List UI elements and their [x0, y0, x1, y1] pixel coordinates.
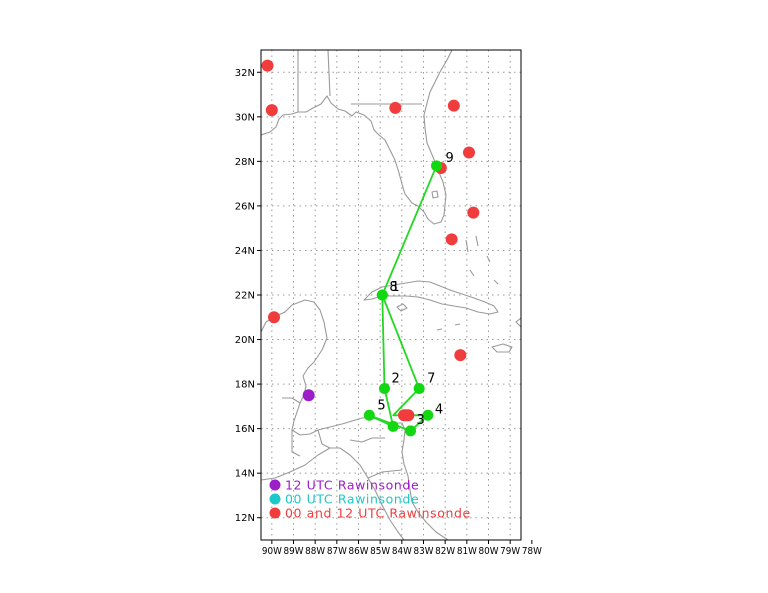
lon-tick-label: 87W [327, 546, 347, 557]
flight-fix-label: 9 [446, 151, 454, 166]
lon-tick-label: 78W [522, 546, 542, 557]
lon-tick-label: 83W [414, 546, 434, 557]
lon-tick-label: 81W [457, 546, 477, 557]
rawinsonde-00-12-marker [261, 59, 274, 72]
lat-tick-label: 24N [235, 246, 255, 257]
lon-tick-label: 86W [349, 546, 369, 557]
lat-tick-label: 30N [235, 112, 255, 123]
lon-tick-label: 88W [305, 546, 325, 557]
rawinsonde-00-12-marker [402, 409, 415, 422]
rawinsonde-00-12-marker [454, 349, 467, 362]
rawinsonde-00-12-marker [389, 101, 402, 114]
hispaniola-outline [515, 317, 521, 328]
lat-tick-label: 32N [235, 68, 255, 79]
legend-marker [269, 493, 281, 505]
flight-fixes [363, 160, 442, 437]
lon-tick-label: 85W [370, 546, 390, 557]
lon-tick-label: 90W [262, 546, 282, 557]
rawinsonde-00-12-marker [445, 233, 458, 246]
lon-tick-label: 79W [500, 546, 520, 557]
flight-fix-label: 3 [417, 413, 425, 428]
country-border-3 [349, 437, 385, 443]
lon-tick-label: 80W [479, 546, 499, 557]
lat-tick-label: 12N [235, 513, 255, 524]
flight-fix-marker [363, 409, 375, 421]
central-america-pacific [261, 447, 405, 540]
flight-fix-marker [379, 383, 390, 395]
flight-fix-label: 1 [391, 280, 399, 295]
country-border-4 [367, 469, 403, 479]
flight-fix-marker [413, 383, 425, 395]
rawinsonde-00-12-marker [467, 206, 480, 219]
lat-tick-labels: 32N 30N 28N 26N 24N 22N 20N 18N 16N 14N 12N [235, 68, 255, 524]
us-gulf-coast [261, 50, 453, 225]
bahamas-islands [465, 235, 499, 285]
lon-tick-labels: 90W 89W 88W 87W 86W 85W 84W 83W 82W 81W 80W 79W 78W [262, 546, 542, 557]
lat-tick-label: 20N [235, 335, 255, 346]
flight-fix-marker [376, 289, 388, 301]
rawinsonde-00-12-marker [463, 146, 475, 159]
mexico-coast [261, 299, 328, 436]
legend-label: 12 UTC Rawinsonde [285, 478, 419, 493]
grid-lines [261, 50, 521, 540]
lon-tick-label: 84W [392, 546, 412, 557]
flight-fix-marker [387, 420, 399, 432]
coastlines [261, 50, 521, 540]
lat-tick-label: 22N [235, 291, 255, 302]
flight-fix-label: 5 [377, 398, 385, 413]
central-america-coast [317, 417, 449, 540]
legend-marker [269, 479, 281, 491]
lat-tick-label: 26N [235, 201, 255, 212]
legend-label: 00 UTC Rawinsonde [285, 492, 419, 507]
flight-fix-label: 7 [427, 372, 435, 387]
cayman-islands [436, 323, 461, 331]
rawinsonde-00-12-marker [268, 311, 280, 324]
rawinsonde-00-12-marker [447, 99, 460, 112]
legend-marker [269, 507, 281, 519]
flight-fix-label: 2 [392, 372, 400, 387]
rawinsonde-00-12-marker [265, 104, 278, 117]
flight-fix-label: 4 [435, 402, 443, 417]
lake-okeechobee [431, 190, 439, 199]
cuba-outline [363, 280, 499, 315]
rawinsonde-12-marker [302, 389, 315, 402]
isle-of-youth [396, 303, 408, 312]
flight-fix-label: 8 [389, 280, 397, 295]
country-border-5 [282, 397, 301, 404]
lat-tick-label: 14N [235, 469, 255, 480]
lat-tick-label: 16N [235, 424, 255, 435]
map-background [261, 50, 521, 540]
lat-tick-label: 18N [235, 380, 255, 391]
flight-fix-marker [405, 425, 416, 437]
lon-tick-label: 82W [435, 546, 455, 557]
lat-tick-label: 28N [235, 157, 255, 168]
flight-fix-labels: 1 2 34 5 7 8 9 [377, 151, 453, 428]
axis-ticks [257, 71, 533, 544]
flight-fix-marker [431, 160, 442, 172]
us-state-border-2 [327, 50, 331, 97]
flight-fix-marker [422, 409, 434, 421]
rawinsonde-stations [261, 59, 480, 422]
legend-label: 00 and 12 UTC Rawinsonde [285, 506, 471, 521]
jamaica-outline [491, 343, 513, 353]
lon-tick-label: 89W [284, 546, 304, 557]
country-border-2 [317, 429, 331, 449]
country-border-1 [291, 430, 301, 457]
